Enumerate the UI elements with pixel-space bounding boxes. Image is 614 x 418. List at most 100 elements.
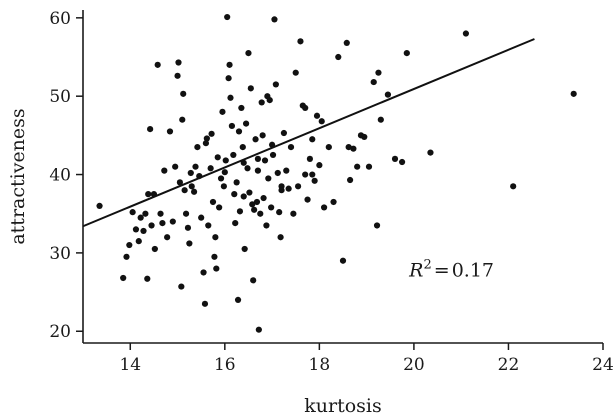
data-point bbox=[230, 151, 237, 159]
data-point bbox=[202, 140, 210, 147]
data-point bbox=[192, 163, 199, 170]
data-point bbox=[236, 208, 244, 215]
data-point bbox=[258, 99, 265, 106]
data-point bbox=[135, 238, 142, 245]
data-point bbox=[182, 210, 190, 217]
data-point bbox=[187, 169, 194, 177]
r-squared-equals: = bbox=[434, 259, 450, 281]
data-point bbox=[271, 16, 278, 23]
data-point bbox=[207, 165, 214, 172]
data-point bbox=[306, 155, 314, 162]
data-point bbox=[234, 296, 242, 304]
data-point bbox=[235, 128, 243, 135]
y-tick-label: 40 bbox=[49, 166, 71, 186]
data-point bbox=[129, 209, 136, 216]
data-point bbox=[242, 120, 250, 127]
data-point bbox=[203, 135, 210, 142]
data-point bbox=[250, 277, 257, 284]
data-point bbox=[175, 59, 182, 66]
data-point bbox=[246, 189, 253, 196]
r-squared-value: 0.17 bbox=[452, 259, 494, 281]
data-point bbox=[178, 283, 185, 290]
data-point bbox=[354, 163, 361, 170]
data-point bbox=[260, 194, 267, 202]
data-point bbox=[216, 204, 223, 211]
data-point bbox=[172, 163, 179, 170]
data-point bbox=[283, 167, 290, 174]
data-point bbox=[398, 158, 406, 166]
data-point bbox=[350, 145, 357, 152]
y-tick-label: 30 bbox=[49, 244, 71, 264]
data-point bbox=[176, 179, 184, 186]
data-point bbox=[174, 72, 181, 79]
data-point bbox=[311, 177, 318, 184]
data-point bbox=[285, 185, 292, 192]
data-point bbox=[345, 144, 352, 151]
data-point bbox=[208, 130, 215, 137]
data-point bbox=[201, 300, 209, 307]
x-tick-label: 14 bbox=[119, 355, 141, 375]
data-point bbox=[304, 196, 311, 203]
data-point bbox=[276, 209, 283, 216]
data-point bbox=[120, 274, 127, 282]
data-point bbox=[346, 176, 354, 184]
data-point bbox=[268, 204, 275, 211]
data-point bbox=[302, 171, 309, 178]
data-point bbox=[325, 144, 332, 151]
data-point bbox=[277, 234, 284, 241]
data-point bbox=[151, 245, 158, 253]
data-point bbox=[228, 122, 236, 130]
data-point bbox=[375, 69, 382, 76]
data-point bbox=[391, 155, 399, 162]
data-point bbox=[290, 210, 297, 217]
x-tick-label: 16 bbox=[214, 355, 236, 375]
data-point bbox=[254, 167, 262, 174]
data-point bbox=[231, 191, 238, 198]
data-point bbox=[259, 132, 266, 139]
data-point bbox=[123, 253, 130, 260]
data-point bbox=[263, 222, 270, 229]
data-point bbox=[217, 175, 225, 182]
data-point bbox=[142, 210, 149, 217]
data-point bbox=[209, 198, 217, 206]
data-point bbox=[126, 241, 133, 249]
data-point bbox=[200, 269, 207, 276]
data-point bbox=[427, 149, 434, 156]
x-axis-title: kurtosis bbox=[304, 395, 381, 417]
data-point bbox=[213, 265, 220, 272]
data-point bbox=[297, 38, 304, 45]
data-point bbox=[227, 94, 234, 101]
data-points bbox=[96, 13, 577, 333]
data-point bbox=[269, 151, 277, 159]
data-point bbox=[365, 163, 373, 170]
data-point bbox=[226, 61, 233, 68]
data-point bbox=[137, 214, 144, 221]
data-point bbox=[225, 75, 232, 82]
data-point bbox=[249, 201, 256, 208]
data-point bbox=[140, 227, 147, 235]
y-axis-title: attractiveness bbox=[7, 108, 29, 244]
data-point bbox=[343, 39, 350, 47]
y-tick-label: 60 bbox=[49, 9, 71, 29]
data-point bbox=[212, 234, 219, 241]
data-point bbox=[377, 116, 384, 123]
data-point bbox=[257, 210, 264, 217]
data-point bbox=[370, 78, 377, 86]
data-point bbox=[224, 13, 231, 21]
data-point bbox=[179, 116, 186, 123]
data-point bbox=[330, 198, 337, 206]
x-tick-label: 22 bbox=[498, 355, 520, 375]
data-point bbox=[254, 155, 262, 162]
x-tick-label: 20 bbox=[403, 355, 425, 375]
data-point bbox=[240, 193, 247, 200]
data-point bbox=[169, 218, 176, 225]
x-tick-label: 24 bbox=[592, 355, 614, 375]
data-point bbox=[132, 226, 140, 233]
data-point bbox=[184, 224, 192, 231]
data-point bbox=[318, 118, 325, 125]
data-point bbox=[403, 49, 410, 57]
data-point bbox=[211, 253, 218, 260]
data-point bbox=[361, 133, 368, 141]
data-point bbox=[161, 167, 168, 174]
